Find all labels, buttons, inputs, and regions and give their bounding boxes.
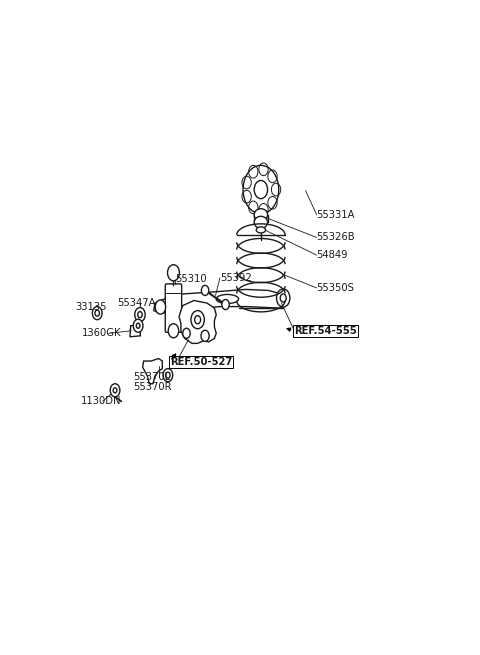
Circle shape xyxy=(163,369,173,382)
Circle shape xyxy=(183,328,190,339)
Text: 1360GK: 1360GK xyxy=(83,328,122,338)
FancyBboxPatch shape xyxy=(165,284,181,332)
Polygon shape xyxy=(143,358,162,384)
Ellipse shape xyxy=(256,227,265,233)
Text: 54849: 54849 xyxy=(317,250,348,260)
Text: 55326B: 55326B xyxy=(317,233,355,242)
Text: REF.54-555: REF.54-555 xyxy=(294,326,357,336)
Circle shape xyxy=(138,312,142,318)
Circle shape xyxy=(166,372,170,378)
Polygon shape xyxy=(179,301,216,343)
Circle shape xyxy=(254,181,267,198)
Circle shape xyxy=(113,388,117,393)
Circle shape xyxy=(202,286,209,295)
Circle shape xyxy=(136,323,140,328)
Circle shape xyxy=(95,310,99,316)
Ellipse shape xyxy=(254,216,267,229)
Text: 55310: 55310 xyxy=(175,274,207,284)
Circle shape xyxy=(276,289,290,307)
Circle shape xyxy=(222,299,229,310)
Circle shape xyxy=(243,165,279,214)
Text: 33135: 33135 xyxy=(76,301,107,312)
Text: 55392: 55392 xyxy=(220,273,252,283)
Circle shape xyxy=(155,300,166,314)
Text: 55331A: 55331A xyxy=(317,210,355,220)
Circle shape xyxy=(191,310,204,329)
Polygon shape xyxy=(130,325,143,337)
Circle shape xyxy=(135,308,145,322)
Circle shape xyxy=(92,307,102,320)
Circle shape xyxy=(133,319,143,332)
Circle shape xyxy=(280,294,286,302)
Polygon shape xyxy=(154,290,287,313)
Text: 55350S: 55350S xyxy=(317,283,355,293)
Circle shape xyxy=(110,384,120,397)
Circle shape xyxy=(168,324,179,338)
Text: 55370L: 55370L xyxy=(133,372,171,382)
Text: 55370R: 55370R xyxy=(133,383,172,392)
Ellipse shape xyxy=(216,295,239,303)
Text: REF.50-527: REF.50-527 xyxy=(170,357,232,367)
Circle shape xyxy=(195,316,201,324)
Circle shape xyxy=(168,265,180,281)
Text: 1130DN: 1130DN xyxy=(81,396,121,406)
Text: 55347A: 55347A xyxy=(117,298,156,308)
Ellipse shape xyxy=(254,209,267,221)
Circle shape xyxy=(201,330,209,341)
